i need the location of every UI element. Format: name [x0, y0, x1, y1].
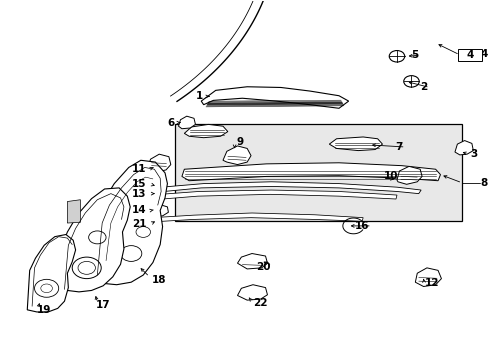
- Text: 4: 4: [465, 50, 473, 60]
- Polygon shape: [90, 160, 167, 285]
- Circle shape: [388, 50, 404, 62]
- Polygon shape: [182, 163, 440, 181]
- Polygon shape: [58, 188, 130, 298]
- Polygon shape: [414, 268, 441, 287]
- Text: 19: 19: [37, 305, 51, 315]
- Text: 7: 7: [395, 142, 402, 152]
- Text: 18: 18: [151, 275, 165, 285]
- Polygon shape: [328, 137, 382, 150]
- Circle shape: [88, 231, 106, 244]
- Text: 17: 17: [96, 300, 110, 310]
- Text: 12: 12: [424, 278, 439, 288]
- FancyBboxPatch shape: [174, 125, 461, 221]
- Text: 16: 16: [354, 221, 368, 231]
- Polygon shape: [201, 87, 348, 108]
- Circle shape: [78, 261, 95, 274]
- Text: 8: 8: [479, 178, 487, 188]
- Text: 21: 21: [132, 219, 146, 229]
- Text: 9: 9: [236, 138, 243, 147]
- Circle shape: [121, 246, 142, 261]
- Circle shape: [72, 257, 101, 279]
- FancyBboxPatch shape: [457, 49, 481, 61]
- Text: 22: 22: [252, 298, 267, 308]
- Text: 6: 6: [167, 118, 174, 128]
- Text: 3: 3: [469, 149, 477, 159]
- Polygon shape: [237, 253, 267, 269]
- Polygon shape: [150, 213, 363, 222]
- Polygon shape: [149, 204, 168, 217]
- Polygon shape: [237, 285, 267, 300]
- Text: 4: 4: [479, 49, 487, 59]
- Circle shape: [35, 279, 59, 297]
- Text: 20: 20: [255, 262, 270, 272]
- Text: 14: 14: [132, 206, 146, 216]
- Circle shape: [41, 284, 52, 293]
- Polygon shape: [454, 140, 472, 155]
- Polygon shape: [67, 200, 80, 223]
- Text: 1: 1: [195, 91, 203, 102]
- Text: 13: 13: [132, 189, 146, 199]
- Polygon shape: [148, 190, 396, 200]
- Text: 10: 10: [383, 171, 397, 181]
- Polygon shape: [396, 166, 421, 184]
- Text: 11: 11: [132, 163, 146, 174]
- Polygon shape: [223, 146, 250, 165]
- Circle shape: [136, 226, 150, 237]
- Text: 15: 15: [132, 179, 146, 189]
- Polygon shape: [148, 154, 170, 172]
- Polygon shape: [184, 125, 227, 138]
- Text: 2: 2: [419, 82, 426, 93]
- Text: 5: 5: [410, 50, 418, 60]
- Polygon shape: [178, 116, 195, 129]
- Circle shape: [403, 76, 418, 87]
- Polygon shape: [27, 234, 76, 312]
- Polygon shape: [150, 182, 420, 194]
